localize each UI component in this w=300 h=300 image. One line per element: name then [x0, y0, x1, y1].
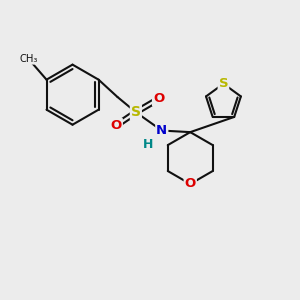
- Text: O: O: [184, 178, 196, 190]
- Text: CH₃: CH₃: [19, 54, 38, 64]
- Text: H: H: [143, 138, 154, 151]
- Text: S: S: [131, 105, 141, 119]
- Text: O: O: [153, 92, 164, 105]
- Text: S: S: [219, 77, 228, 90]
- Text: O: O: [111, 119, 122, 132]
- Text: N: N: [156, 124, 167, 137]
